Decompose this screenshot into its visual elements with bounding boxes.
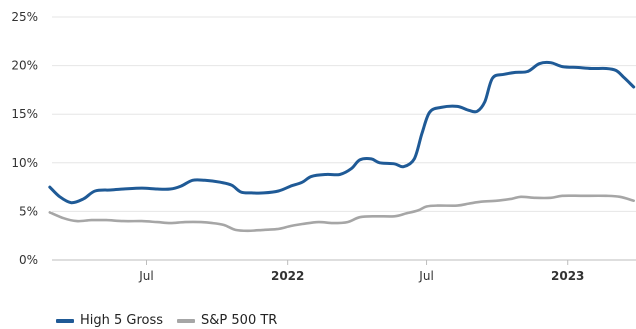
x-axis-ticks: Jul 2022 Jul 2023 [138, 260, 584, 283]
y-tick-label: 10% [11, 156, 38, 170]
legend-label-high-5-gross: High 5 Gross [80, 313, 164, 328]
legend-swatch-sp-500-tr [177, 318, 196, 323]
y-tick-label: 0% [19, 253, 38, 267]
x-tick-label: 2023 [551, 269, 584, 283]
x-tick-label: 2022 [271, 269, 304, 283]
y-tick-label: 25% [11, 10, 38, 24]
legend-label-sp-500-tr: S&P 500 TR [201, 313, 278, 328]
series-lines [48, 60, 636, 233]
legend-swatch-high-5-gross [56, 318, 74, 323]
y-tick-label: 5% [19, 204, 38, 218]
x-tick-label: Jul [138, 269, 153, 283]
chart-legend: High 5 Gross S&P 500 TR [56, 313, 277, 328]
series-line-s-p-500-tr[interactable] [48, 194, 635, 233]
grid-lines [52, 16, 636, 261]
x-tick-label: Jul [418, 269, 433, 283]
legend-item-high-5-gross[interactable]: High 5 Gross [56, 313, 163, 328]
legend-item-sp-500-tr[interactable]: S&P 500 TR [177, 313, 277, 328]
y-tick-label: 20% [11, 59, 38, 73]
y-axis-ticks: 0% 5% 10% 15% 20% 25% [11, 10, 38, 267]
series-line-high-5-gross[interactable] [48, 60, 636, 205]
y-tick-label: 15% [11, 107, 38, 121]
